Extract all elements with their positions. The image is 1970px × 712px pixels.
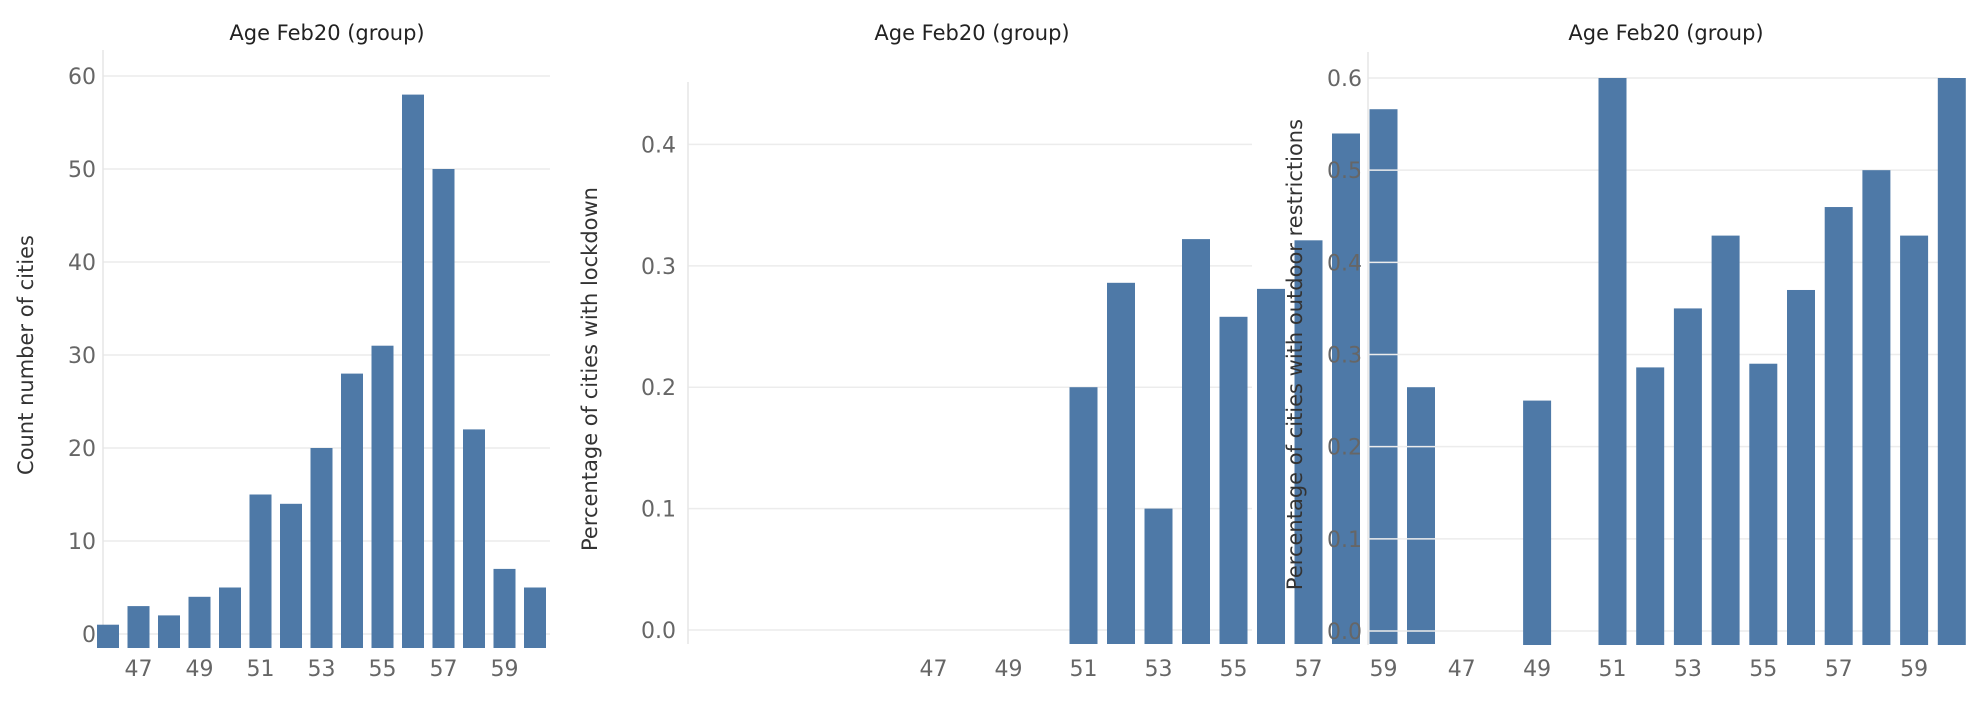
chart-title: Age Feb20 (group) — [229, 21, 424, 45]
y-tick-label: 0.2 — [641, 376, 676, 401]
chart-title: Age Feb20 (group) — [874, 21, 1069, 45]
bar-56 — [402, 94, 424, 649]
x-tick-label: 47 — [1448, 657, 1476, 682]
x-tick-label: 59 — [1370, 657, 1398, 682]
bar-59 — [1369, 109, 1398, 645]
y-tick-label: 50 — [68, 158, 96, 183]
x-tick-label: 51 — [247, 657, 275, 682]
bar-53 — [310, 448, 333, 648]
bar-60 — [1407, 387, 1435, 644]
y-tick-label: 60 — [68, 65, 96, 90]
bar-58 — [1332, 133, 1360, 644]
y-tick-label: 0.3 — [1327, 344, 1362, 369]
y-tick-label: 0.2 — [1327, 436, 1362, 461]
bar-55 — [1749, 363, 1778, 645]
x-tick-label: 49 — [186, 657, 214, 682]
bar-51 — [1598, 78, 1627, 645]
bar-53 — [1144, 508, 1173, 644]
y-tick-label: 0.1 — [1327, 528, 1362, 553]
bar-46 — [97, 624, 119, 648]
bar-53 — [1673, 308, 1702, 645]
chart-title: Age Feb20 (group) — [1568, 21, 1763, 45]
x-tick-label: 57 — [1825, 657, 1853, 682]
y-tick-label: 30 — [68, 344, 96, 369]
bar-59 — [493, 568, 516, 648]
bar-52 — [1107, 282, 1135, 644]
y-tick-label: 0.4 — [641, 133, 676, 158]
bar-48 — [158, 615, 180, 648]
x-tick-label: 57 — [1295, 657, 1323, 682]
x-tick-label: 51 — [1599, 657, 1627, 682]
y-tick-label: 0.5 — [1327, 159, 1362, 184]
bar-56 — [1257, 288, 1285, 644]
y-tick-label: 10 — [68, 530, 96, 555]
y-tick-label: 20 — [68, 437, 96, 462]
y-tick-label: 0.3 — [641, 255, 676, 280]
bar-51 — [1069, 387, 1098, 644]
x-tick-label: 47 — [920, 657, 948, 682]
bar-58 — [463, 429, 485, 648]
bar-50 — [219, 587, 241, 648]
bar-57 — [1294, 240, 1323, 644]
x-tick-label: 53 — [1145, 657, 1173, 682]
y-axis-label: Percentage of cities with lockdown — [578, 187, 602, 551]
x-tick-label: 49 — [1523, 657, 1551, 682]
x-tick-label: 59 — [491, 657, 519, 682]
x-tick-label: 55 — [1749, 657, 1777, 682]
bar-60 — [524, 587, 546, 648]
y-tick-label: 0.1 — [641, 498, 676, 523]
y-axis-label: Count number of cities — [14, 235, 38, 475]
bar-54 — [341, 373, 363, 648]
bar-54 — [1182, 239, 1210, 644]
bar-57 — [1824, 207, 1853, 646]
bar-49 — [188, 596, 211, 648]
x-tick-label: 51 — [1070, 657, 1098, 682]
y-axis-label: Percentage of cities with outdoor restri… — [1283, 119, 1307, 590]
y-tick-label: 0.0 — [641, 619, 676, 644]
x-tick-label: 53 — [308, 657, 336, 682]
y-tick-label: 40 — [68, 251, 96, 276]
x-tick-label: 59 — [1900, 657, 1928, 682]
x-tick-label: 57 — [430, 657, 458, 682]
x-tick-label: 49 — [995, 657, 1023, 682]
bar-49 — [1523, 400, 1552, 645]
x-tick-label: 55 — [1220, 657, 1248, 682]
bar-60 — [1937, 78, 1966, 645]
y-tick-label: 0.6 — [1327, 67, 1362, 92]
x-tick-label: 55 — [369, 657, 397, 682]
x-tick-label: 53 — [1674, 657, 1702, 682]
bar-57 — [432, 169, 455, 648]
bar-59 — [1900, 235, 1929, 646]
bar-54 — [1711, 235, 1740, 646]
bar-51 — [249, 494, 272, 648]
bar-52 — [1636, 367, 1665, 645]
y-tick-label: 0.4 — [1327, 251, 1362, 276]
bar-56 — [1787, 289, 1815, 645]
bar-47 — [127, 606, 150, 648]
bar-58 — [1862, 170, 1891, 645]
bar-55 — [1219, 316, 1248, 644]
bar-55 — [371, 345, 394, 648]
x-tick-label: 47 — [125, 657, 153, 682]
y-tick-label: 0 — [82, 623, 96, 648]
bar-52 — [280, 503, 302, 648]
y-tick-label: 0.0 — [1327, 620, 1362, 645]
